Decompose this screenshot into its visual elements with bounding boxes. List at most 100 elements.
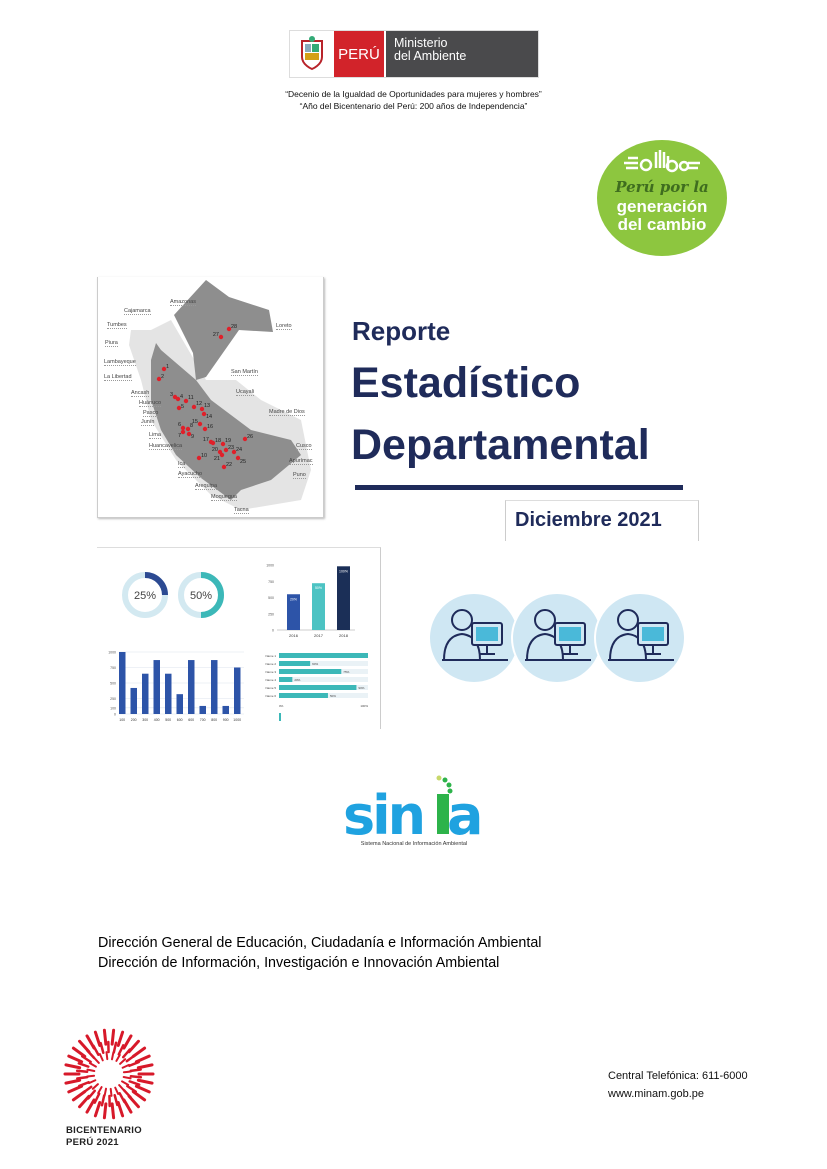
bar [165, 673, 172, 714]
burst-ray [118, 1084, 125, 1092]
burst-ray [93, 1056, 100, 1064]
burst-ray [85, 1098, 96, 1114]
sinia-subtitle: Sistema Nacional de Información Ambienta… [360, 841, 468, 847]
map-marker-label: 22 [226, 462, 232, 468]
motto-1: “Decenio de la Igualdad de Oportunidades… [285, 89, 542, 99]
map-region-label: Cusco [296, 443, 312, 450]
map-region-label: Ucayali [236, 389, 255, 396]
map-region-label: La Libertad [104, 374, 132, 381]
seal-line-3: del cambio [617, 215, 707, 234]
map-marker [242, 436, 248, 442]
category-label: 600 [188, 718, 194, 722]
title-underline [355, 485, 683, 490]
map-marker [176, 405, 182, 411]
hbar-name: Name 2 [265, 662, 276, 666]
website-link[interactable]: www.minam.gob.pe [608, 1088, 704, 1100]
monitor-screen [559, 627, 581, 641]
hbar [279, 653, 368, 658]
map-region-label: San Martín [231, 369, 258, 376]
monitor-screen [642, 627, 664, 641]
map-marker [202, 426, 208, 432]
map-marker-label: 3 [170, 392, 173, 398]
burst-ray [122, 1070, 132, 1074]
seal-line-2: generación [616, 197, 708, 216]
hbar [279, 677, 293, 682]
map-marker-label: 4 [180, 394, 183, 400]
map-marker-label: 6 [178, 422, 181, 428]
burst-ray [78, 1080, 90, 1088]
burst-ray [76, 1075, 89, 1080]
map-marker [199, 406, 205, 412]
map-marker [161, 366, 167, 372]
desk-icon [442, 645, 508, 661]
map-marker [201, 411, 207, 417]
title-reporte: Reporte [352, 316, 451, 346]
category-label: 200 [131, 718, 137, 722]
bar-label: 100% [339, 569, 348, 573]
map-marker-label: 14 [206, 414, 212, 420]
map-marker [231, 449, 237, 455]
bar [119, 652, 126, 714]
burst-ray [118, 1092, 126, 1104]
map-marker-label: 21 [214, 456, 220, 462]
map-region-label: Amazonas [170, 299, 196, 306]
burst-ray [113, 1093, 119, 1107]
axis-tick: 0 [114, 713, 116, 717]
hbar-track [279, 677, 368, 682]
map-marker-label: 25 [240, 459, 246, 465]
burst-ray [67, 1054, 84, 1064]
burst-ray [81, 1085, 93, 1094]
bicentenario-logo: BICENTENARIO PERÚ 2021 [62, 1027, 157, 1152]
hbar-name: Name 1 [265, 654, 276, 658]
map-marker-label: 16 [207, 424, 213, 430]
axis-tick: 1000 [108, 651, 116, 655]
map-marker [220, 441, 226, 447]
map-region-label: Tacna [234, 507, 249, 514]
burst-ray [109, 1087, 113, 1097]
burst-ray [131, 1090, 147, 1102]
burst-ray [93, 1030, 102, 1047]
burst-ray [64, 1078, 82, 1085]
hbar-label: 90% [358, 686, 364, 690]
map-marker-label: 13 [204, 403, 210, 409]
map-marker-label: 15 [192, 419, 198, 425]
burst-ray [99, 1041, 105, 1055]
map-region-label: Huánuco [139, 400, 162, 407]
map-region-label: Cajamarca [124, 308, 151, 315]
donut-label: 25% [134, 590, 156, 602]
map-region-label: Pasco [143, 410, 159, 417]
sinia-wordmark: sin a [343, 775, 483, 847]
bar [234, 667, 241, 714]
map-marker-label: 8 [190, 423, 193, 429]
svg-text:sin: sin [343, 784, 423, 840]
category-label: 1000 [233, 718, 241, 722]
person-body-icon [443, 632, 481, 661]
burst-ray [88, 1062, 97, 1068]
ministry-line-1: Ministerio [394, 36, 448, 50]
burst-ray [105, 1051, 109, 1061]
map-marker [221, 464, 227, 470]
burst-ray [122, 1075, 132, 1080]
burst-ray [112, 1041, 118, 1054]
map-marker-label: 27 [213, 332, 219, 338]
axis-tick: 100% [360, 704, 368, 708]
burst-ray [93, 1092, 101, 1104]
bar [130, 687, 137, 714]
map-marker [218, 334, 224, 340]
map-marker [156, 376, 162, 382]
map-region-label: Lima [149, 432, 161, 439]
burst-ray [136, 1078, 154, 1085]
phone-number: Central Telefónica: 611-6000 [608, 1070, 748, 1082]
seal-line-1: Perú por la [615, 178, 709, 196]
bar [188, 660, 195, 714]
desk-icon [608, 645, 674, 661]
category-label: 2018 [339, 633, 349, 638]
burst-ray [116, 1101, 125, 1118]
axis-tick: 500 [268, 596, 274, 600]
map-marker [185, 426, 191, 432]
ministry-name: Ministerio del Ambiente [384, 31, 538, 77]
map-marker [197, 421, 203, 427]
map-marker [175, 396, 181, 402]
bar [211, 660, 218, 714]
legend-swatch [279, 713, 281, 721]
